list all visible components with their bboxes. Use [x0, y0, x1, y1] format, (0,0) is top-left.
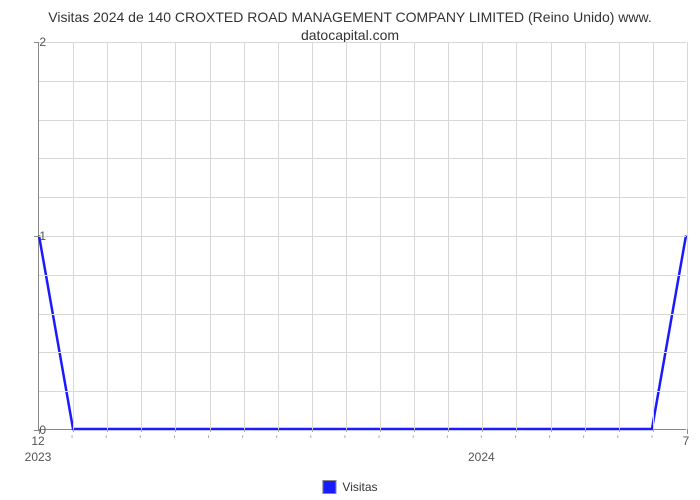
x-tick-minor-mark: ' — [412, 434, 414, 446]
chart-container: Visitas 2024 de 140 CROXTED ROAD MANAGEM… — [0, 0, 700, 500]
x-tick-minor-mark: ' — [617, 434, 619, 446]
x-tick — [244, 429, 245, 432]
x-tick-minor-mark: ' — [105, 434, 107, 446]
grid-line-v — [516, 42, 517, 429]
grid-line-v — [551, 42, 552, 429]
legend: Visitas — [322, 480, 377, 494]
grid-line-v — [687, 42, 688, 429]
chart-title: Visitas 2024 de 140 CROXTED ROAD MANAGEM… — [0, 0, 700, 46]
x-tick-minor-mark: ' — [173, 434, 175, 446]
grid-line-v — [73, 42, 74, 429]
x-tick-minor-mark: ' — [514, 434, 516, 446]
x-tick — [141, 429, 142, 432]
x-year-label: 2023 — [25, 450, 52, 464]
grid-line-h-minor — [39, 275, 686, 276]
grid-line-h — [39, 236, 686, 237]
x-tick — [346, 429, 347, 432]
x-year-label: 2024 — [468, 450, 495, 464]
x-tick-minor-mark: ' — [276, 434, 278, 446]
grid-line-v — [312, 42, 313, 429]
x-tick-minor-mark: ' — [549, 434, 551, 446]
y-tick — [34, 236, 39, 237]
grid-line-v — [107, 42, 108, 429]
grid-line-h-minor — [39, 197, 686, 198]
title-line2: datocapital.com — [301, 27, 399, 43]
x-tick — [585, 429, 586, 432]
x-tick-minor-mark: ' — [242, 434, 244, 446]
grid-line-h-minor — [39, 120, 686, 121]
x-tick-minor-mark: ' — [310, 434, 312, 446]
x-tick-minor-mark: ' — [139, 434, 141, 446]
plot-wrapper: ''''''''''''''''''12720232024 — [38, 42, 686, 430]
x-tick — [312, 429, 313, 432]
x-tick — [551, 429, 552, 432]
grid-line-v — [448, 42, 449, 429]
x-tick — [448, 429, 449, 432]
y-tick — [34, 42, 39, 43]
x-tick-minor-mark: ' — [480, 434, 482, 446]
grid-line-v — [653, 42, 654, 429]
x-tick — [380, 429, 381, 432]
x-tick-minor-mark: ' — [71, 434, 73, 446]
title-line1: Visitas 2024 de 140 CROXTED ROAD MANAGEM… — [48, 9, 651, 25]
grid-line-h — [39, 42, 686, 43]
x-tick — [619, 429, 620, 432]
y-tick-label: 1 — [39, 229, 46, 243]
grid-line-v — [482, 42, 483, 429]
grid-line-v — [141, 42, 142, 429]
grid-line-v — [210, 42, 211, 429]
grid-line-h-minor — [39, 352, 686, 353]
legend-swatch — [322, 480, 336, 494]
x-tick-minor-mark: ' — [583, 434, 585, 446]
y-tick-label: 0 — [39, 423, 46, 437]
grid-line-h-minor — [39, 391, 686, 392]
x-tick-minor-mark: ' — [344, 434, 346, 446]
grid-line-v — [244, 42, 245, 429]
grid-line-h-minor — [39, 158, 686, 159]
grid-line-v — [414, 42, 415, 429]
series-line — [39, 236, 686, 430]
x-tick — [278, 429, 279, 432]
x-tick — [73, 429, 74, 432]
legend-label: Visitas — [342, 480, 377, 494]
x-tick — [175, 429, 176, 432]
x-tick — [516, 429, 517, 432]
plot-area — [38, 42, 686, 430]
x-tick — [414, 429, 415, 432]
x-tick-minor-mark: ' — [378, 434, 380, 446]
grid-line-v — [278, 42, 279, 429]
grid-line-v — [585, 42, 586, 429]
x-tick — [210, 429, 211, 432]
grid-line-v — [175, 42, 176, 429]
x-tick-minor-mark: ' — [207, 434, 209, 446]
grid-line-v — [380, 42, 381, 429]
grid-line-v — [619, 42, 620, 429]
x-tick — [482, 429, 483, 432]
x-tick-label-last: 7 — [683, 434, 690, 448]
x-tick — [107, 429, 108, 432]
y-tick-label: 2 — [39, 35, 46, 49]
grid-line-v — [346, 42, 347, 429]
grid-line-h-minor — [39, 81, 686, 82]
x-tick-minor-mark: ' — [651, 434, 653, 446]
x-tick — [653, 429, 654, 432]
grid-line-h-minor — [39, 314, 686, 315]
x-tick-minor-mark: ' — [446, 434, 448, 446]
